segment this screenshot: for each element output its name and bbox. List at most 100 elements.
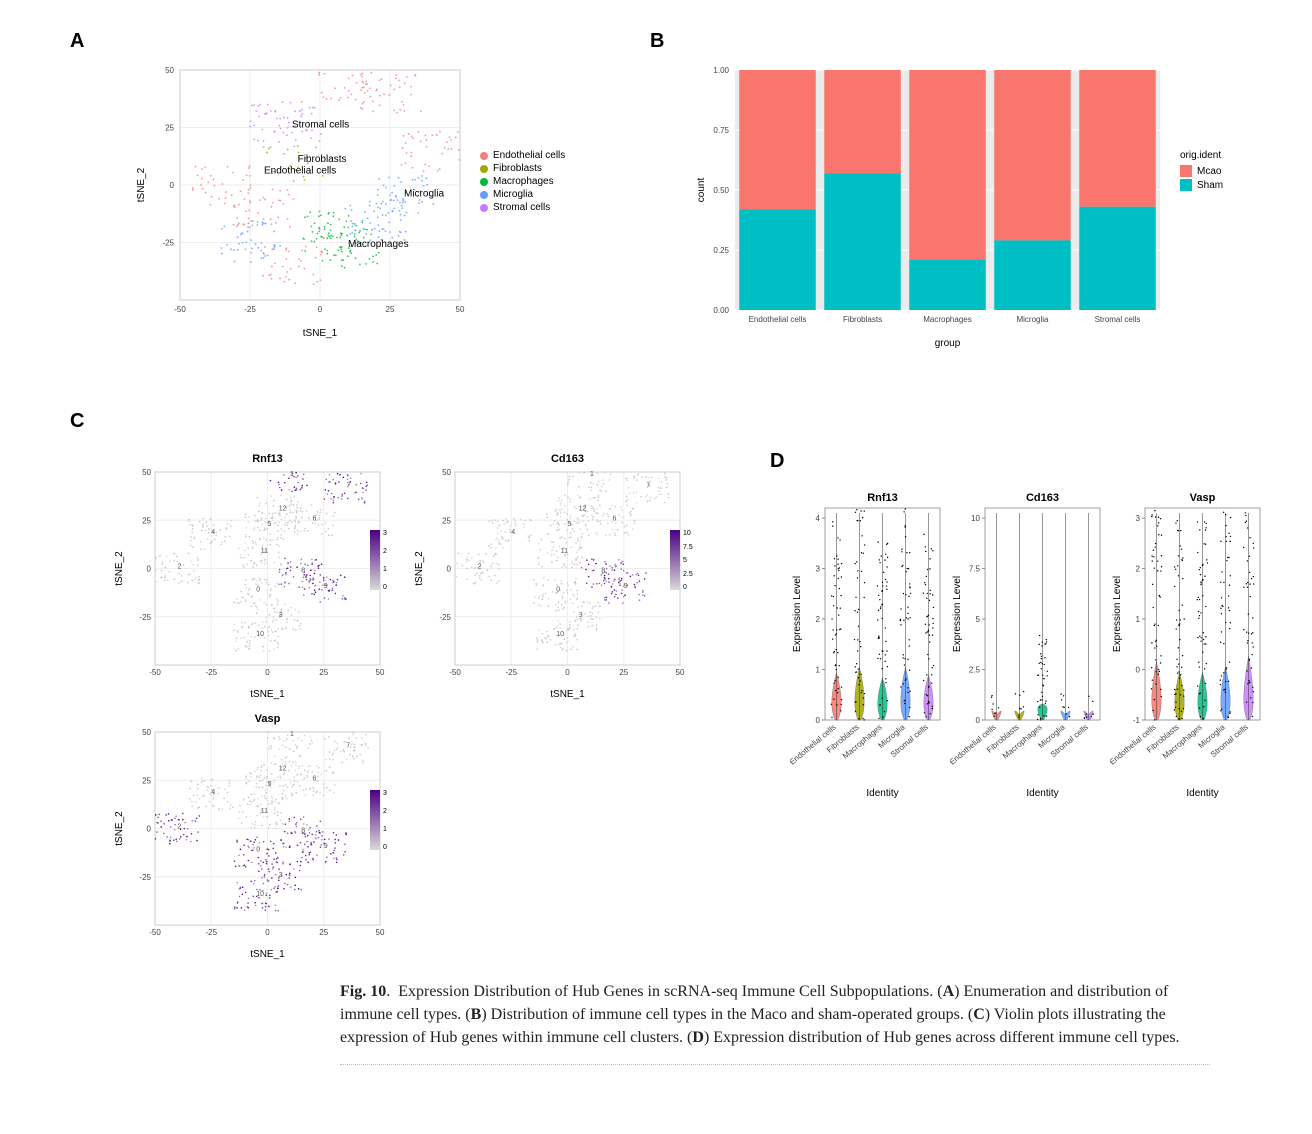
svg-text:0: 0	[256, 847, 260, 854]
svg-text:-50: -50	[449, 668, 461, 677]
svg-text:50: 50	[442, 468, 451, 477]
svg-text:3: 3	[279, 872, 283, 879]
color-scale: 107.552.50	[670, 530, 710, 595]
svg-text:25: 25	[142, 516, 151, 525]
svg-text:Identity: Identity	[1026, 788, 1058, 799]
svg-text:2.5: 2.5	[969, 666, 981, 675]
svg-text:2: 2	[178, 824, 182, 831]
svg-text:1: 1	[1136, 615, 1141, 624]
svg-text:12: 12	[579, 506, 587, 513]
svg-text:Rnf13: Rnf13	[252, 453, 283, 465]
color-scale: 3210	[370, 790, 410, 855]
figure-area: A -50-2502550-2502550Endothelial cellsFi…	[50, 30, 1262, 990]
panel-b-legend: orig.ident McaoSham	[1180, 150, 1223, 193]
svg-text:8: 8	[601, 567, 605, 574]
feature-plot: Cd163-50-2502550-25025500123456789101112…	[410, 450, 690, 700]
svg-text:0.00: 0.00	[713, 306, 729, 315]
svg-text:5: 5	[568, 521, 572, 528]
svg-text:Macrophages: Macrophages	[923, 315, 971, 324]
svg-text:0.25: 0.25	[713, 246, 729, 255]
svg-text:-50: -50	[174, 305, 186, 314]
svg-text:0: 0	[447, 565, 452, 574]
svg-text:4: 4	[816, 514, 821, 523]
svg-text:1: 1	[590, 471, 594, 478]
svg-text:tSNE_1: tSNE_1	[303, 328, 338, 339]
svg-text:4: 4	[511, 529, 515, 536]
svg-text:-25: -25	[139, 873, 151, 882]
legend-item: Stromal cells	[480, 202, 565, 213]
panel-a-label: A	[70, 30, 84, 53]
svg-text:9: 9	[624, 583, 628, 590]
svg-text:Identity: Identity	[1186, 788, 1218, 799]
svg-text:25: 25	[619, 668, 628, 677]
svg-text:Stromal cells: Stromal cells	[1095, 315, 1141, 324]
panel-a-chart: -50-2502550-2502550Endothelial cellsFibr…	[130, 60, 470, 340]
svg-text:-25: -25	[139, 613, 151, 622]
svg-text:tSNE_2: tSNE_2	[114, 811, 125, 846]
svg-text:Vasp: Vasp	[255, 713, 281, 725]
svg-text:50: 50	[142, 468, 151, 477]
svg-text:-25: -25	[205, 928, 217, 937]
svg-text:11: 11	[261, 808, 268, 815]
svg-text:Endothelial cells: Endothelial cells	[749, 315, 807, 324]
svg-text:5: 5	[268, 781, 272, 788]
svg-text:0: 0	[1136, 666, 1141, 675]
legend-b-title: orig.ident	[1180, 150, 1223, 161]
svg-text:Cd163: Cd163	[1026, 492, 1059, 504]
feature-plot: Rnf13-50-2502550-25025500123456789101112…	[110, 450, 390, 700]
svg-text:tSNE_1: tSNE_1	[550, 689, 585, 700]
svg-text:1: 1	[290, 731, 294, 738]
svg-text:0: 0	[265, 928, 270, 937]
svg-text:-25: -25	[505, 668, 517, 677]
svg-text:0: 0	[318, 305, 323, 314]
svg-text:50: 50	[376, 668, 385, 677]
color-scale: 3210	[370, 530, 410, 595]
svg-text:group: group	[935, 338, 961, 349]
svg-text:Expression Level: Expression Level	[1112, 576, 1123, 652]
svg-text:-25: -25	[205, 668, 217, 677]
svg-text:7.5: 7.5	[969, 565, 981, 574]
svg-text:Cd163: Cd163	[551, 453, 584, 465]
svg-text:6: 6	[313, 515, 317, 522]
svg-text:-25: -25	[244, 305, 256, 314]
svg-text:3: 3	[1136, 514, 1141, 523]
svg-text:50: 50	[142, 728, 151, 737]
svg-text:Identity: Identity	[866, 788, 898, 799]
svg-text:3: 3	[579, 612, 583, 619]
svg-text:25: 25	[442, 516, 451, 525]
svg-text:Microglia: Microglia	[1016, 315, 1049, 324]
svg-text:0: 0	[816, 716, 821, 725]
svg-text:8: 8	[301, 567, 305, 574]
legend-item: Endothelial cells	[480, 150, 565, 161]
svg-text:25: 25	[142, 776, 151, 785]
panel-b-chart: 0.000.250.500.751.00Endothelial cellsFib…	[690, 60, 1170, 350]
svg-text:25: 25	[165, 124, 174, 133]
svg-text:Macrophages: Macrophages	[348, 239, 409, 250]
svg-text:10: 10	[556, 631, 564, 638]
svg-text:0: 0	[147, 825, 152, 834]
svg-text:0: 0	[265, 668, 270, 677]
svg-text:0: 0	[556, 587, 560, 594]
svg-text:tSNE_1: tSNE_1	[250, 689, 285, 700]
svg-text:11: 11	[261, 548, 268, 555]
legend-item: Fibroblasts	[480, 163, 565, 174]
svg-text:Rnf13: Rnf13	[867, 492, 898, 504]
svg-text:0.75: 0.75	[713, 126, 729, 135]
svg-text:Endothelial cells: Endothelial cells	[264, 166, 336, 177]
svg-text:7: 7	[346, 742, 350, 749]
svg-text:6: 6	[313, 775, 317, 782]
svg-text:9: 9	[324, 583, 328, 590]
svg-text:2: 2	[178, 564, 182, 571]
svg-text:1: 1	[816, 666, 821, 675]
svg-text:Expression Level: Expression Level	[792, 576, 803, 652]
svg-text:50: 50	[165, 66, 174, 75]
svg-text:Microglia: Microglia	[404, 189, 444, 200]
svg-text:Stromal cells: Stromal cells	[292, 120, 349, 131]
svg-text:0: 0	[256, 587, 260, 594]
svg-text:2: 2	[816, 615, 821, 624]
svg-text:-1: -1	[1133, 716, 1141, 725]
svg-text:4: 4	[211, 529, 215, 536]
svg-text:3: 3	[816, 565, 821, 574]
panel-c-charts: Rnf13-50-2502550-25025500123456789101112…	[110, 450, 710, 980]
panel-b-label: B	[650, 30, 664, 53]
